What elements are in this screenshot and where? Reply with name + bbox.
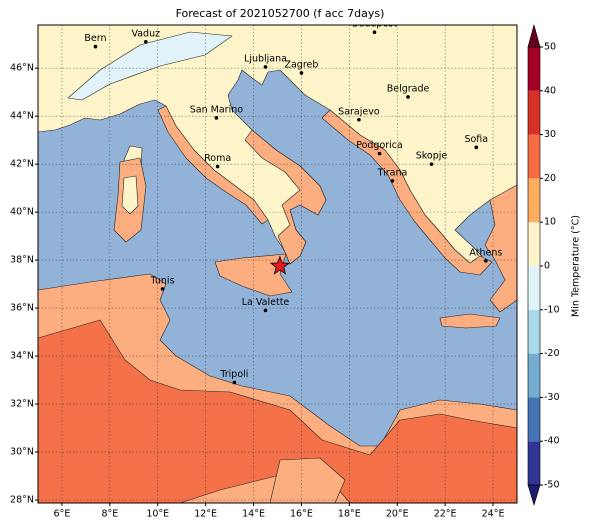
city-dot [143,39,148,44]
colorbar-tick-label: -10 [544,304,560,315]
city-dot [406,95,410,99]
city-label: Bern [84,33,106,44]
colorbar-extend-high [527,23,541,48]
colorbar-segment [528,353,540,398]
italy-west-coast [157,105,269,225]
y-tick-label: 38°N [10,255,34,266]
colorbar-segment [528,178,540,223]
city-label: Belgrade [387,83,430,94]
colorbar-tick-label: 40 [544,85,556,96]
x-tick-label: 18°E [338,509,361,520]
colorbar-segment [528,134,540,179]
colorbar-segment [528,47,540,91]
city-dot [263,308,268,313]
y-tick-label: 28°N [10,495,34,506]
event-marker [269,255,290,275]
y-tick-label: 40°N [10,207,34,218]
city-dot [160,287,165,291]
city-label: Podgorica [356,140,403,151]
colorbar-extend-low [527,484,541,507]
x-tick-label: 24°E [482,509,505,520]
city-label: Budapest [352,19,397,30]
city-label: La Valette [242,297,290,308]
x-tick-label: 12°E [194,509,217,520]
x-tick-label: 10°E [146,509,169,520]
x-tick-label: 20°E [386,509,409,520]
city-label: Ljubljana [244,53,287,64]
city-dot [263,65,268,69]
colorbar-tick-label: 30 [544,129,556,140]
colorbar: -50 -40 -30 -20 -10 0 10 20 30 40 50 [527,23,560,507]
north-africa-interior [38,319,517,503]
x-tick-label: 6°E [54,509,71,520]
city-label: Zagreb [284,59,318,70]
city-label: Tunis [150,275,175,286]
crete [439,313,501,329]
calabria-apulia [244,129,327,265]
balkan-coast [321,109,493,276]
sardinia-inland [121,175,139,215]
x-tick-label: 22°E [434,509,457,520]
city-dot [232,380,237,385]
city-dot [377,151,382,156]
colorbar-segment [528,441,540,485]
y-tick-label: 42°N [10,159,34,170]
colorbar-segment [528,222,540,266]
x-tick-label: 8°E [101,509,118,520]
x-tick-label: 14°E [242,509,265,520]
turkey-coast [484,184,517,313]
map-title: Forecast of 2021052700 (f acc 7days) [176,7,385,20]
city-dot [372,30,377,34]
y-tick-label: 32°N [10,399,34,410]
colorbar-tick-label: 10 [544,217,556,228]
colorbar-segment [528,90,540,135]
graticule [38,25,517,503]
x-tick-label: 16°E [290,509,313,520]
y-tick-label: 36°N [10,303,34,314]
city-dot [474,145,479,150]
city-label: Skopje [416,151,448,162]
city-dot [299,71,304,75]
city-label: Sofia [464,134,488,145]
y-tick-label: 34°N [10,351,34,362]
y-tick-label: 44°N [10,111,34,122]
colorbar-tick-label: -30 [544,392,560,403]
colorbar-tick-label: 20 [544,173,556,184]
y-tick-label: 30°N [10,447,34,458]
city-label: Tripoli [219,369,248,380]
city-dot [357,117,361,122]
city-label: Roma [204,153,231,164]
city-dot [484,259,488,263]
axes: 6°E 8°E 10°E 12°E 14°E 16°E 18°E 20°E 22°E 24°E 28… [10,63,504,520]
colorbar-segment [528,397,540,442]
city-label: Sarajevo [338,106,380,117]
city-dot [390,179,395,183]
colorbar-tick-label: -50 [544,480,560,491]
colorbar-tick-label: 50 [544,42,556,53]
city-dot [214,116,219,120]
city-dot [215,164,220,169]
city-dot [429,162,434,166]
city-label: Athens [469,247,502,258]
city-dot [93,44,98,49]
colorbar-segment [528,266,540,310]
colorbar-tick-label: 0 [544,261,550,272]
city-label: Vaduz [131,28,160,39]
map-frame [37,24,518,504]
city-label: Tirana [377,167,408,178]
colorbar-tick-label: -40 [544,436,560,447]
alps [67,31,233,101]
city-label: San Marino [190,104,243,115]
colorbar-tick-label: -20 [544,348,560,359]
desert-patch [269,457,346,503]
colorbar-label: Min Temperature (°C) [571,215,582,317]
colorbar-segment [528,309,540,354]
y-tick-label: 46°N [10,63,34,74]
